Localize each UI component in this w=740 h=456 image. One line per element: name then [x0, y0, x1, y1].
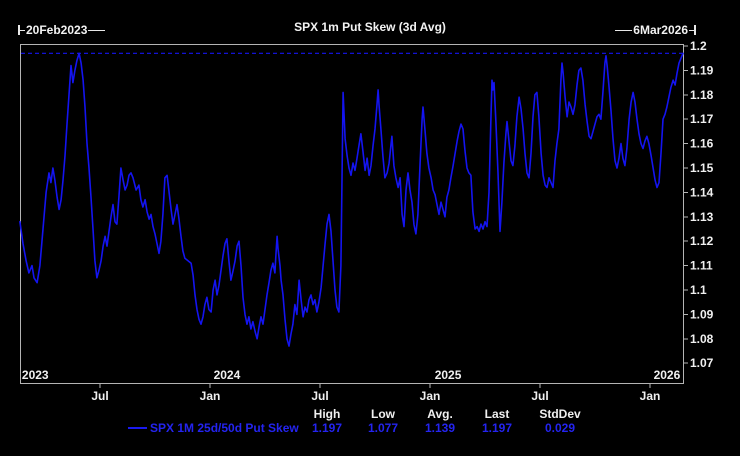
plot-frame: [20, 44, 684, 384]
y-tick-label: 1.2: [690, 39, 707, 53]
stat-header-avg: Avg.: [427, 407, 453, 421]
y-tick-label: 1.12: [690, 234, 714, 248]
y-tick-label: 1.15: [690, 161, 714, 175]
year-label: 2025: [435, 368, 462, 382]
start-date-dash: [88, 29, 106, 31]
right-bracket-tick: [694, 25, 696, 35]
y-tick-label: 1.17: [690, 112, 714, 126]
y-tick-label: 1.08: [690, 332, 714, 346]
x-tick-label: Jul: [311, 389, 328, 403]
legend-line-swatch: [128, 427, 147, 429]
end-date-annotation: 6Mar2026: [615, 22, 696, 38]
y-tick-label: 1.13: [690, 210, 714, 224]
left-bracket-tick: [18, 25, 20, 35]
legend-series-label: SPX 1M 25d/50d Put Skew: [150, 421, 299, 435]
end-date-dash: [615, 29, 633, 31]
start-date-label: 20Feb2023: [26, 23, 88, 37]
end-date-label: 6Mar2026: [633, 23, 688, 37]
stat-value-last: 1.197: [481, 421, 513, 435]
y-tick-label: 1.07: [690, 356, 714, 370]
y-tick-label: 1.16: [690, 137, 714, 151]
year-label: 2024: [214, 368, 241, 382]
stat-header-high: High: [313, 407, 341, 421]
stat-header-low: Low: [371, 407, 395, 421]
y-tick-label: 1.19: [690, 63, 714, 77]
left-bracket-line: [20, 29, 25, 31]
stat-value-low: 1.077: [367, 421, 399, 435]
x-tick-label: Jul: [531, 389, 548, 403]
start-date-annotation: 20Feb2023: [18, 22, 106, 38]
stat-header-stddev: StdDev: [539, 407, 581, 421]
year-label: 2026: [654, 368, 681, 382]
x-tick-label: Jan: [640, 389, 661, 403]
chart-title: SPX 1m Put Skew (3d Avg): [294, 20, 446, 34]
y-tick-label: 1.1: [690, 283, 707, 297]
skew-line: [19, 52, 684, 347]
stat-value-high: 1.197: [311, 421, 343, 435]
y-tick-label: 1.18: [690, 88, 714, 102]
x-tick-label: Jan: [200, 389, 221, 403]
y-tick-label: 1.14: [690, 185, 714, 199]
x-tick-label: Jan: [420, 389, 441, 403]
y-tick-label: 1.09: [690, 307, 714, 321]
x-tick-label: Jul: [91, 389, 108, 403]
stat-value-stddev: 0.029: [544, 421, 576, 435]
stat-value-avg: 1.139: [424, 421, 456, 435]
y-tick-label: 1.11: [690, 259, 713, 273]
stat-header-last: Last: [484, 407, 510, 421]
year-label: 2023: [22, 368, 49, 382]
right-bracket-line: [689, 29, 694, 31]
